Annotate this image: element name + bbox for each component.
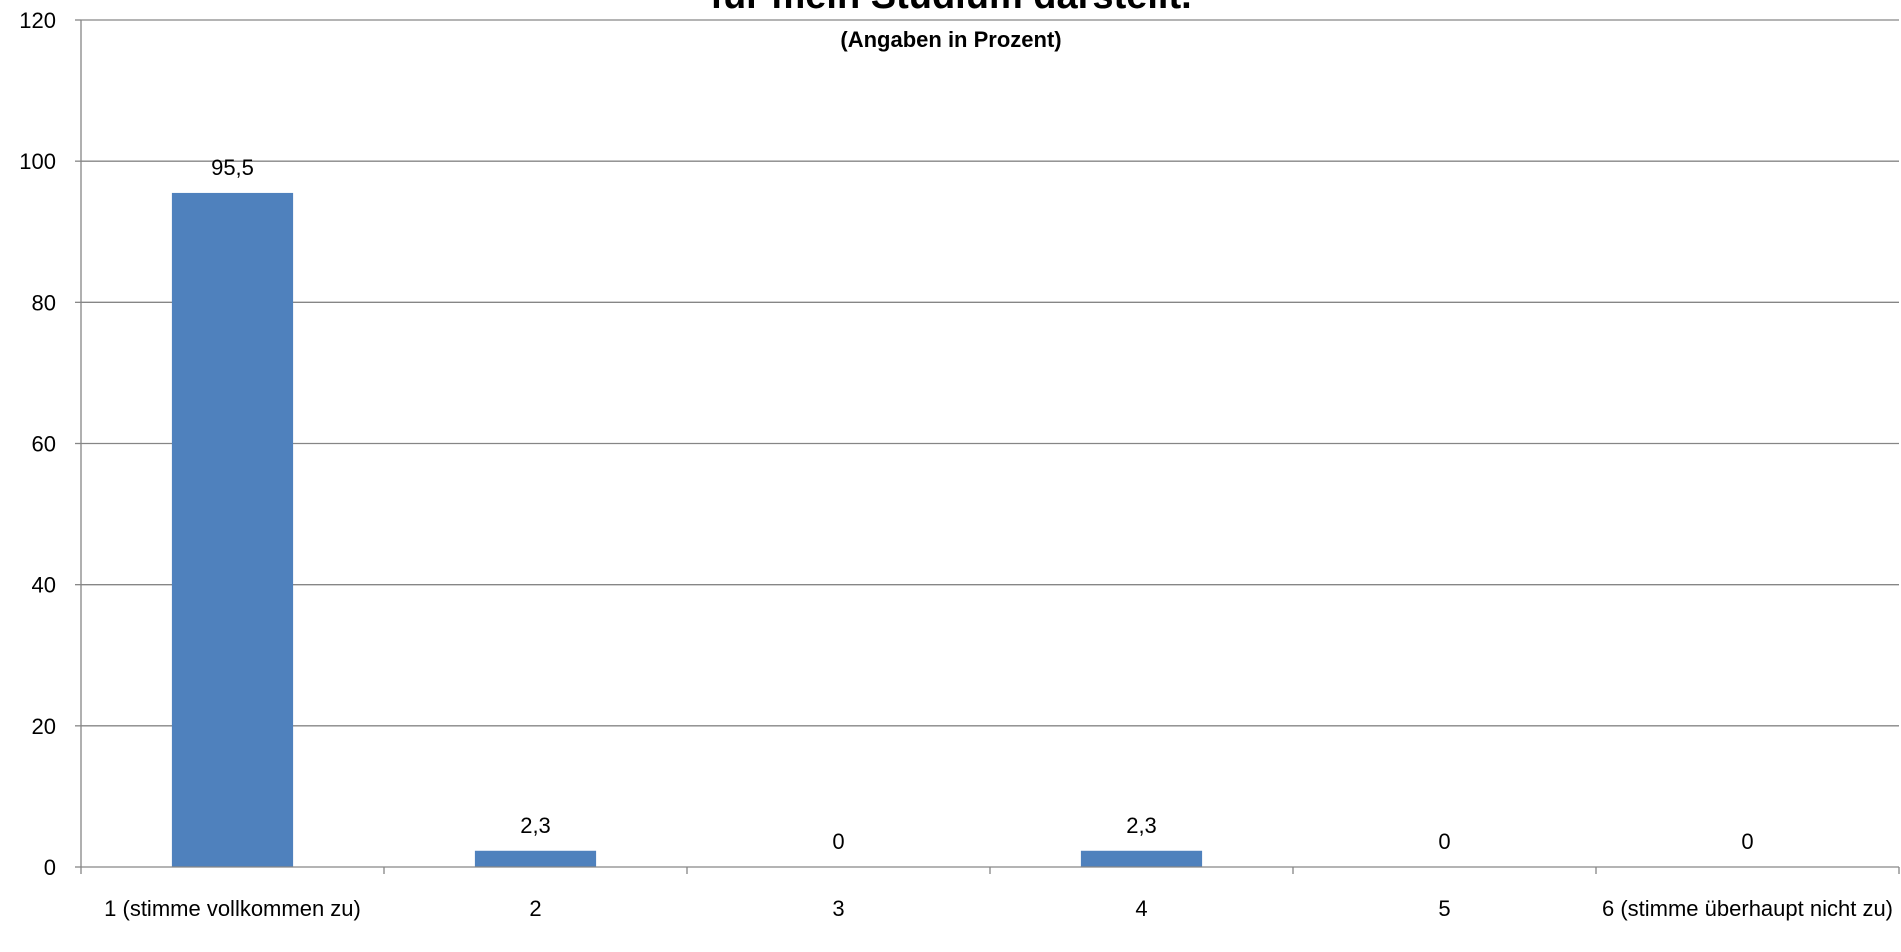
x-tick-label: 6 (stimme überhaupt nicht zu) (1602, 896, 1893, 921)
y-tick-label: 80 (32, 290, 56, 315)
y-tick-label: 40 (32, 573, 56, 598)
data-label: 2,3 (1126, 813, 1157, 838)
x-tick-label: 3 (832, 896, 844, 921)
x-tick-label: 5 (1438, 896, 1450, 921)
y-tick-label: 20 (32, 714, 56, 739)
axes (75, 19, 1900, 874)
data-label: 2,3 (520, 813, 551, 838)
data-label: 0 (1741, 829, 1753, 854)
y-tick-label: 100 (19, 149, 56, 174)
y-tick-label: 60 (32, 432, 56, 457)
x-tick-label: 4 (1135, 896, 1147, 921)
bars (171, 192, 1203, 867)
chart-subtitle: (Angaben in Prozent) (840, 27, 1061, 52)
x-tick-label: 2 (529, 896, 541, 921)
bar (171, 192, 294, 867)
bar (474, 850, 597, 867)
data-label: 95,5 (211, 155, 254, 180)
data-label: 0 (1438, 829, 1450, 854)
chart-title: für mein Studium darstellt. (710, 0, 1191, 17)
x-tick-label: 1 (stimme vollkommen zu) (104, 896, 361, 921)
bar (1080, 850, 1203, 867)
y-tick-label: 120 (19, 8, 56, 33)
gridlines (81, 19, 1899, 727)
data-label: 0 (832, 829, 844, 854)
y-tick-label: 0 (44, 855, 56, 880)
